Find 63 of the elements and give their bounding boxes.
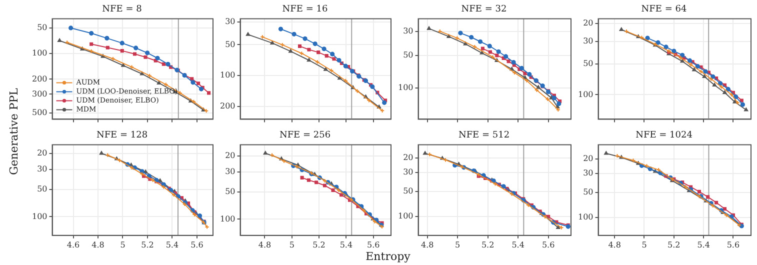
y-tick-label: 200 <box>32 74 48 84</box>
x-tick-label: 5.6 <box>366 240 380 250</box>
x-tick-label: 4.6 <box>66 240 80 250</box>
y-tick-label: 30 <box>37 164 48 174</box>
x-tick-label: 4.8 <box>92 240 104 250</box>
y-tick-label: 30 <box>225 167 236 176</box>
chart-title: NFE = 512 <box>458 130 510 141</box>
x-tick-label: 5 <box>642 240 647 250</box>
chart-title: NFE = 8 <box>102 4 142 15</box>
y-tick-label: 50 <box>583 187 594 196</box>
x-tick-label: 4.8 <box>420 240 434 250</box>
y-tick-label: 100 <box>578 90 594 99</box>
y-tick-label: 100 <box>220 214 236 224</box>
y-tick-label: 100 <box>398 212 414 221</box>
y-tick-label: 300 <box>32 89 48 98</box>
x-tick-label: 5 <box>120 240 126 250</box>
x-tick-label: 5.2 <box>141 240 154 250</box>
y-tick-label: 20 <box>225 151 236 160</box>
y-tick-label: 30 <box>583 36 594 46</box>
x-tick-label: 5.6 <box>726 240 740 250</box>
x-tick-label: 4.8 <box>608 240 621 250</box>
x-tick-label: 5.4 <box>166 240 179 250</box>
y-tick-label: 100 <box>32 212 48 221</box>
y-tick-label: 20 <box>403 152 414 162</box>
chart-title: NFE = 256 <box>279 130 331 141</box>
chart-title: NFE = 128 <box>96 130 148 141</box>
y-tick-label: 20 <box>583 18 594 28</box>
y-axis-title: Generative PPL <box>8 87 20 177</box>
x-tick-label: 5.6 <box>542 240 555 250</box>
y-tick-label: 50 <box>37 23 48 32</box>
x-tick-label: 5.4 <box>512 240 524 250</box>
y-tick-label: 100 <box>578 212 594 222</box>
x-tick-label: 5 <box>455 240 460 250</box>
y-tick-label: 50 <box>37 184 48 194</box>
y-tick-label: 30 <box>225 16 236 26</box>
chart-title: NFE = 64 <box>641 4 687 15</box>
y-tick-label: 50 <box>403 50 414 60</box>
y-tick-label: 500 <box>32 108 48 118</box>
x-tick-label: 5 <box>289 240 294 250</box>
x-tick-label: 4.8 <box>258 240 272 250</box>
x-axis-title: Entropy <box>364 250 412 263</box>
chart-title: NFE = 32 <box>461 4 507 15</box>
chart-title: NFE = 16 <box>282 4 328 15</box>
x-tick-label: 5.2 <box>668 240 680 250</box>
x-tick-label: 5.2 <box>312 240 326 250</box>
y-tick-label: 20 <box>37 148 48 158</box>
y-tick-label: 20 <box>583 154 594 163</box>
y-tick-label: 50 <box>225 187 236 196</box>
x-tick-label: 5.4 <box>340 240 353 250</box>
y-tick-label: 50 <box>583 59 594 68</box>
y-tick-label: 50 <box>403 186 414 196</box>
x-tick-label: 5.2 <box>481 240 494 250</box>
y-tick-label: 50 <box>225 40 236 49</box>
y-tick-label: 100 <box>32 48 48 58</box>
y-tick-label: 30 <box>403 26 414 36</box>
x-tick-label: 5.4 <box>697 240 710 250</box>
y-tick-label: 100 <box>398 83 414 92</box>
x-tick-label: 5.6 <box>190 240 204 250</box>
chart-title: NFE = 1024 <box>636 130 693 141</box>
y-tick-label: 30 <box>403 168 414 177</box>
y-tick-label: 100 <box>220 70 236 80</box>
y-tick-label: 200 <box>220 102 236 111</box>
y-tick-label: 30 <box>583 168 594 178</box>
